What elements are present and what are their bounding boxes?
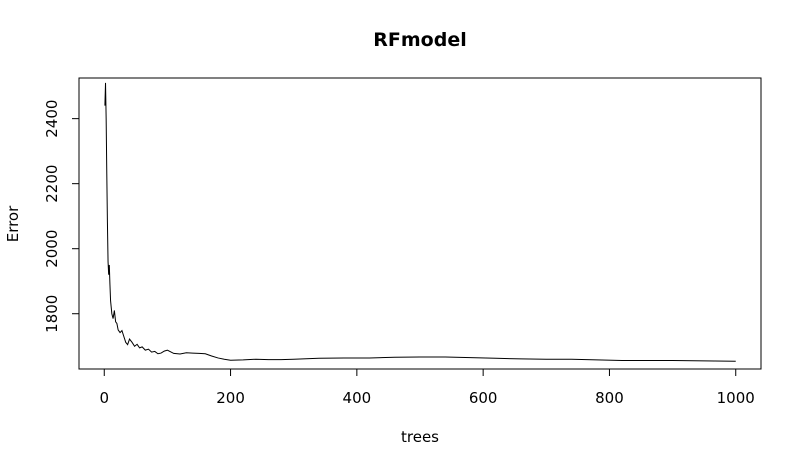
error-line-series (104, 82, 736, 362)
x-tick-label: 200 (216, 389, 245, 407)
chart-title: RFmodel (373, 29, 466, 51)
y-tick-label: 2400 (43, 100, 61, 138)
y-tick-label: 2200 (43, 165, 61, 203)
x-tick-label: 1000 (717, 389, 755, 407)
x-tick-label: 400 (343, 389, 372, 407)
plot-frame (78, 77, 762, 370)
series-layer (104, 82, 736, 362)
y-axis: 1800 2000 2200 2400 (43, 100, 80, 333)
x-tick-label: 800 (595, 389, 624, 407)
x-axis-label: trees (401, 428, 439, 446)
x-tick-label: 0 (99, 389, 109, 407)
y-axis-label: Error (4, 205, 22, 242)
x-tick-label: 600 (469, 389, 498, 407)
y-tick-label: 2000 (43, 230, 61, 268)
y-tick-label: 1800 (43, 295, 61, 333)
x-axis: 0 200 400 600 800 1000 (99, 368, 755, 407)
